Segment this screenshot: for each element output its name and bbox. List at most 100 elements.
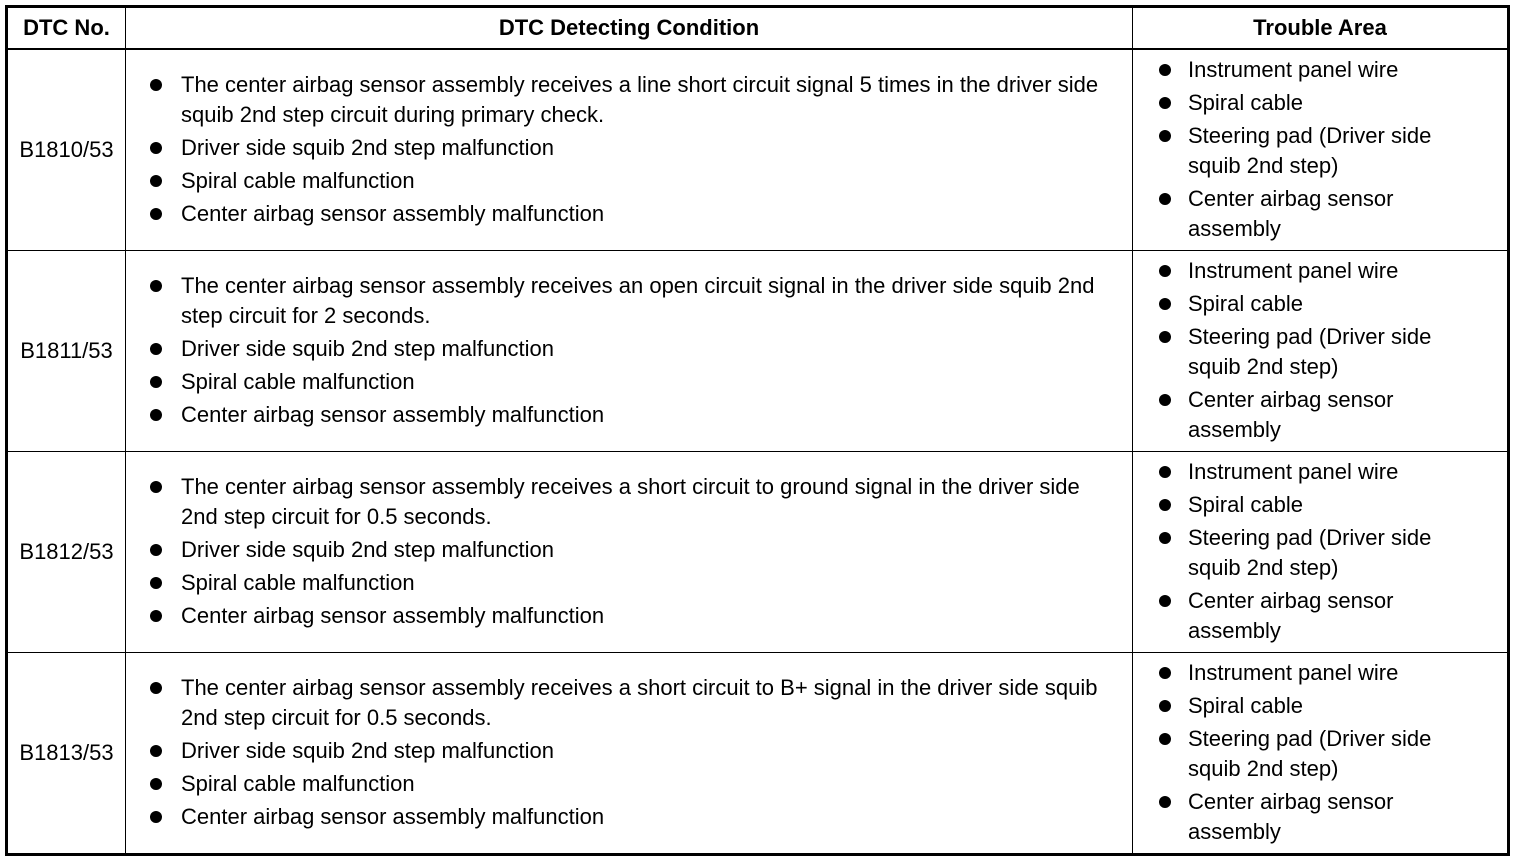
bullet-icon [150,777,162,790]
bullet-icon [1159,594,1171,607]
condition-item: Driver side squib 2nd step malfunction [150,535,1112,565]
condition-text: The center airbag sensor assembly receiv… [181,71,1099,127]
condition-item: Driver side squib 2nd step malfunction [150,334,1112,364]
bullet-icon [150,744,162,757]
bullet-icon [1159,96,1171,109]
trouble-area-cell: Instrument panel wire Spiral cable Steerin… [1132,451,1509,653]
trouble-area-text: Steering pad (Driver side squib 2nd step… [1188,122,1432,178]
bullet-icon [150,543,162,556]
header-trouble-area: Trouble Area [1132,6,1509,50]
dtc-code: B1810/53 [6,48,126,251]
condition-item: Center airbag sensor assembly malfunctio… [150,199,1112,229]
bullet-icon [150,609,162,622]
trouble-area-text: Spiral cable [1188,692,1303,718]
dtc-code: B1812/53 [6,451,126,653]
trouble-area-item: Steering pad (Driver side squib 2nd step… [1159,724,1487,784]
condition-item: Center airbag sensor assembly malfunctio… [150,400,1112,430]
bullet-icon [1159,732,1171,745]
bullet-icon [1159,498,1171,511]
bullet-icon [1159,297,1171,310]
bullet-icon [1159,63,1171,76]
condition-text: The center airbag sensor assembly receiv… [181,473,1080,529]
dtc-table: DTC No. DTC Detecting Condition Trouble … [5,5,1510,856]
trouble-area-item: Steering pad (Driver side squib 2nd step… [1159,523,1487,583]
bullet-icon [150,78,162,91]
bullet-icon [1159,465,1171,478]
trouble-area-cell: Instrument panel wire Spiral cable Steerin… [1132,48,1509,251]
condition-cell: The center airbag sensor assembly receiv… [125,48,1133,251]
trouble-area-text: Instrument panel wire [1188,56,1399,82]
condition-text: Driver side squib 2nd step malfunction [181,134,554,160]
trouble-area-item: Center airbag sensor assembly [1159,385,1487,445]
condition-text: Center airbag sensor assembly malfunctio… [181,200,605,226]
trouble-area-text: Instrument panel wire [1188,458,1399,484]
trouble-area-item: Spiral cable [1159,691,1487,721]
header-row: DTC No. DTC Detecting Condition Trouble … [6,6,1509,50]
header-dtc-no: DTC No. [6,6,126,50]
trouble-area-item: Steering pad (Driver side squib 2nd step… [1159,322,1487,382]
condition-cell: The center airbag sensor assembly receiv… [125,451,1133,653]
bullet-icon [1159,192,1171,205]
table-row: B1810/53 The center airbag sensor assembl… [6,48,1509,251]
condition-text: Spiral cable malfunction [181,569,415,595]
condition-item: Spiral cable malfunction [150,166,1112,196]
trouble-area-text: Instrument panel wire [1188,257,1399,283]
condition-item: The center airbag sensor assembly receiv… [150,673,1112,733]
trouble-area-text: Center airbag sensor assembly [1188,587,1394,643]
trouble-area-item: Instrument panel wire [1159,658,1487,688]
trouble-area-item: Instrument panel wire [1159,55,1487,85]
trouble-area-cell: Instrument panel wire Spiral cable Steerin… [1132,652,1509,855]
bullet-icon [1159,264,1171,277]
bullet-icon [150,174,162,187]
bullet-icon [150,681,162,694]
table-row: B1813/53 The center airbag sensor assembl… [6,652,1509,855]
condition-item: Spiral cable malfunction [150,769,1112,799]
bullet-icon [1159,666,1171,679]
bullet-icon [150,810,162,823]
trouble-area-text: Center airbag sensor assembly [1188,386,1394,442]
condition-text: The center airbag sensor assembly receiv… [181,674,1098,730]
trouble-area-text: Instrument panel wire [1188,659,1399,685]
bullet-icon [150,408,162,421]
trouble-area-item: Instrument panel wire [1159,457,1487,487]
trouble-area-text: Steering pad (Driver side squib 2nd step… [1188,323,1432,379]
condition-item: The center airbag sensor assembly receiv… [150,472,1112,532]
trouble-area-text: Spiral cable [1188,491,1303,517]
condition-text: Center airbag sensor assembly malfunctio… [181,401,605,427]
bullet-icon [150,342,162,355]
condition-text: Driver side squib 2nd step malfunction [181,737,554,763]
condition-item: Driver side squib 2nd step malfunction [150,133,1112,163]
bullet-icon [1159,531,1171,544]
dtc-code: B1811/53 [6,250,126,452]
trouble-area-cell: Instrument panel wire Spiral cable Steerin… [1132,250,1509,452]
condition-cell: The center airbag sensor assembly receiv… [125,250,1133,452]
bullet-icon [150,279,162,292]
bullet-icon [150,576,162,589]
trouble-area-text: Steering pad (Driver side squib 2nd step… [1188,524,1432,580]
condition-item: Spiral cable malfunction [150,568,1112,598]
bullet-icon [1159,393,1171,406]
condition-text: Spiral cable malfunction [181,770,415,796]
trouble-area-text: Center airbag sensor assembly [1188,788,1394,844]
dtc-code: B1813/53 [6,652,126,855]
condition-item: Center airbag sensor assembly malfunctio… [150,802,1112,832]
bullet-icon [1159,699,1171,712]
condition-item: The center airbag sensor assembly receiv… [150,70,1112,130]
bullet-icon [1159,129,1171,142]
condition-text: Driver side squib 2nd step malfunction [181,536,554,562]
condition-text: The center airbag sensor assembly receiv… [181,272,1095,328]
trouble-area-item: Center airbag sensor assembly [1159,787,1487,847]
bullet-icon [150,207,162,220]
bullet-icon [150,141,162,154]
trouble-area-item: Center airbag sensor assembly [1159,184,1487,244]
table-row: B1812/53 The center airbag sensor assembl… [6,451,1509,653]
condition-item: Driver side squib 2nd step malfunction [150,736,1112,766]
bullet-icon [1159,330,1171,343]
condition-text: Driver side squib 2nd step malfunction [181,335,554,361]
trouble-area-item: Instrument panel wire [1159,256,1487,286]
trouble-area-text: Center airbag sensor assembly [1188,185,1394,241]
trouble-area-text: Spiral cable [1188,290,1303,316]
header-condition: DTC Detecting Condition [125,6,1133,50]
trouble-area-item: Spiral cable [1159,88,1487,118]
condition-cell: The center airbag sensor assembly receiv… [125,652,1133,855]
